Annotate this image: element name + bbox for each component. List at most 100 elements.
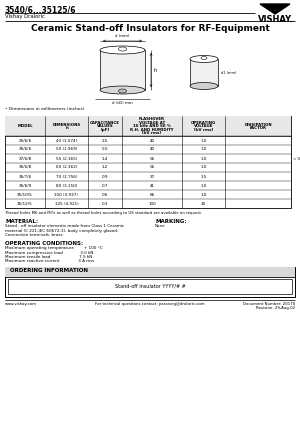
Text: 10 kHz AND 60 %: 10 kHz AND 60 % xyxy=(133,124,171,128)
Text: 2.5: 2.5 xyxy=(102,139,108,142)
Text: VALUES: VALUES xyxy=(97,124,113,128)
Text: For technical questions contact: passiveg@draloric.com: For technical questions contact: passive… xyxy=(95,302,205,306)
Text: 37: 37 xyxy=(149,175,154,178)
Text: DIMENSIONS: DIMENSIONS xyxy=(52,122,81,127)
Text: MATERIAL:: MATERIAL: xyxy=(5,219,38,224)
Text: 35/10/5: 35/10/5 xyxy=(17,193,33,196)
Text: [kV rms]: [kV rms] xyxy=(194,128,213,132)
Text: Document Number: 20170: Document Number: 20170 xyxy=(243,302,295,306)
Text: 37/6/8: 37/6/8 xyxy=(18,156,32,161)
Text: 3540/6...35125/6: 3540/6...35125/6 xyxy=(5,5,76,14)
Text: Connection terminals: brass: Connection terminals: brass xyxy=(5,233,63,237)
Text: Thread holes M6 and M7x as well as thread holes according to US standard are ava: Thread holes M6 and M7x as well as threa… xyxy=(5,211,202,215)
Text: 5.0: 5.0 xyxy=(102,147,108,151)
Text: 55: 55 xyxy=(149,156,154,161)
Text: 125 (4.921): 125 (4.921) xyxy=(55,201,78,206)
Text: 35/6/8: 35/6/8 xyxy=(18,165,32,170)
Text: CAPACITANCE: CAPACITANCE xyxy=(90,121,120,125)
Text: MODEL: MODEL xyxy=(17,124,33,128)
Text: R.H. AND HUMIDITY: R.H. AND HUMIDITY xyxy=(130,128,174,132)
Text: Revision: 29-Aug-02: Revision: 29-Aug-02 xyxy=(256,306,295,310)
Text: Maximum reactive current               3 A rms: Maximum reactive current 3 A rms xyxy=(5,260,94,264)
Text: ORDERING INFORMATION: ORDERING INFORMATION xyxy=(10,269,88,274)
Text: OPERATING CONDITIONS:: OPERATING CONDITIONS: xyxy=(5,241,83,246)
Text: 1.0: 1.0 xyxy=(200,193,207,196)
Text: 1.0: 1.0 xyxy=(200,139,207,142)
Text: Stand - off insulator elements made from Class 1 Ceramic: Stand - off insulator elements made from… xyxy=(5,224,124,228)
Text: 1.4: 1.4 xyxy=(102,156,108,161)
Text: d (mm): d (mm) xyxy=(115,34,130,38)
Text: 25/6/6: 25/6/6 xyxy=(18,139,32,142)
Text: [kV rms]: [kV rms] xyxy=(142,131,161,135)
Text: Maximum compressive load              3.0 kN: Maximum compressive load 3.0 kN xyxy=(5,250,93,255)
Text: 40 (1.574): 40 (1.574) xyxy=(56,139,77,142)
Text: www.vishay.com: www.vishay.com xyxy=(5,302,37,306)
Text: 0.7: 0.7 xyxy=(102,184,108,187)
Text: 70 (2.756): 70 (2.756) xyxy=(56,175,77,178)
Bar xyxy=(8,279,292,294)
Text: 1.0: 1.0 xyxy=(200,184,207,187)
Ellipse shape xyxy=(100,86,145,94)
Text: h: h xyxy=(65,126,68,130)
Ellipse shape xyxy=(100,46,145,54)
Polygon shape xyxy=(260,4,290,14)
Text: 35/6/6: 35/6/6 xyxy=(18,147,32,151)
Text: 0.3: 0.3 xyxy=(102,201,108,206)
Text: 35/6/9: 35/6/9 xyxy=(18,184,32,187)
Bar xyxy=(0,0,300,60)
Text: Maximum tensile load                       7.5 kN: Maximum tensile load 7.5 kN xyxy=(5,255,92,259)
Text: 55: 55 xyxy=(149,165,154,170)
Text: FLASHOVER: FLASHOVER xyxy=(139,117,165,121)
Text: 1.0: 1.0 xyxy=(200,156,207,161)
Text: h: h xyxy=(153,68,156,73)
Text: 1.5: 1.5 xyxy=(200,175,207,178)
Text: 100 (3.937): 100 (3.937) xyxy=(55,193,79,196)
Text: 0.6: 0.6 xyxy=(102,193,108,196)
Text: 50 (1.969): 50 (1.969) xyxy=(56,147,77,151)
Text: d (d1) mm: d (d1) mm xyxy=(112,101,133,105)
Bar xyxy=(100,50,145,90)
Text: Stand-off insulator YYYY/# #: Stand-off insulator YYYY/# # xyxy=(115,284,185,289)
Ellipse shape xyxy=(118,47,127,51)
Bar xyxy=(5,267,295,297)
Text: FACTOR: FACTOR xyxy=(250,126,266,130)
Text: 66: 66 xyxy=(149,193,154,196)
Text: 20: 20 xyxy=(201,201,206,206)
Text: 35/12/5: 35/12/5 xyxy=(17,201,33,206)
Text: None: None xyxy=(155,224,166,228)
Text: [pF]: [pF] xyxy=(100,128,109,132)
Text: 55 (2.165): 55 (2.165) xyxy=(56,156,77,161)
Bar xyxy=(5,116,291,136)
Text: VOLTAGE AT: VOLTAGE AT xyxy=(139,121,165,125)
Text: OPERATING: OPERATING xyxy=(191,121,216,125)
Text: MARKING:: MARKING: xyxy=(155,219,187,224)
Text: 0.9: 0.9 xyxy=(102,175,108,178)
Text: • Dimensions in millimeters (inches): • Dimensions in millimeters (inches) xyxy=(5,107,84,111)
Text: d1 (mm): d1 (mm) xyxy=(221,71,236,74)
Text: Ceramic Stand-off Insulators for RF-Equipment: Ceramic Stand-off Insulators for RF-Equi… xyxy=(31,24,269,33)
Ellipse shape xyxy=(201,57,207,60)
Text: 1.2: 1.2 xyxy=(102,165,108,170)
Text: VOLTAGE: VOLTAGE xyxy=(194,124,213,128)
Bar xyxy=(190,59,218,86)
Ellipse shape xyxy=(190,82,218,90)
Text: 41: 41 xyxy=(149,184,154,187)
Ellipse shape xyxy=(190,56,218,62)
Text: 60 (2.362): 60 (2.362) xyxy=(56,165,77,170)
Text: 100: 100 xyxy=(148,201,156,206)
Text: VISHAY.: VISHAY. xyxy=(258,15,294,24)
Text: Maximum operating temperature        + 100 °C: Maximum operating temperature + 100 °C xyxy=(5,246,103,250)
Text: material (C 221-IEC 60672-3), body completely glazed.: material (C 221-IEC 60672-3), body compl… xyxy=(5,229,118,232)
Text: DISSIPATION: DISSIPATION xyxy=(244,122,272,127)
Text: 40: 40 xyxy=(149,147,154,151)
Text: 1.0: 1.0 xyxy=(200,147,207,151)
Bar xyxy=(5,267,295,277)
Text: 40: 40 xyxy=(149,139,154,142)
Bar xyxy=(5,116,291,208)
Text: 35/7/6: 35/7/6 xyxy=(18,175,32,178)
Text: 1.0: 1.0 xyxy=(200,165,207,170)
Text: Vishay Draloric: Vishay Draloric xyxy=(5,14,45,19)
Text: < 0.5 × 10⁻³ (1 MHz): < 0.5 × 10⁻³ (1 MHz) xyxy=(293,156,300,161)
Text: 80 (3.150): 80 (3.150) xyxy=(56,184,77,187)
Ellipse shape xyxy=(118,89,127,93)
